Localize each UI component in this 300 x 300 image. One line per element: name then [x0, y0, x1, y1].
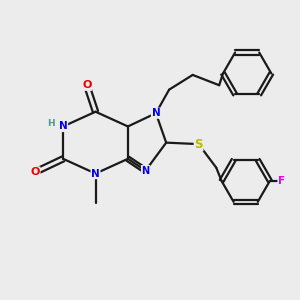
Text: H: H: [47, 119, 55, 128]
Text: F: F: [278, 176, 285, 186]
Text: O: O: [82, 80, 92, 90]
Text: S: S: [194, 138, 203, 151]
Text: N: N: [91, 169, 100, 178]
Text: N: N: [152, 108, 160, 118]
Text: O: O: [31, 167, 40, 177]
Text: N: N: [59, 122, 68, 131]
Text: N: N: [142, 166, 150, 176]
